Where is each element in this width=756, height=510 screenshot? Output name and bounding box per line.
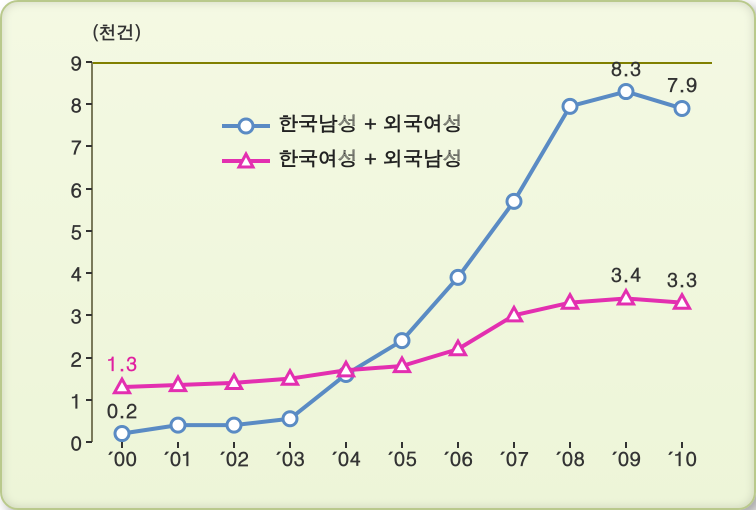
x-tick-label: ´00 <box>107 443 137 472</box>
legend-item-s2: 한국여성 + 외국남성 <box>222 143 463 172</box>
y-axis-unit-label: (천건) <box>92 20 142 45</box>
y-tick-label: 6 <box>52 174 82 203</box>
x-tick-label: ´09 <box>611 443 641 472</box>
y-tick-label: 1 <box>52 385 82 414</box>
x-tick-label: ´04 <box>331 443 361 472</box>
x-tick-label: ´06 <box>443 443 473 472</box>
legend-swatch-s2 <box>222 148 270 168</box>
x-tick-label: ´07 <box>499 443 529 472</box>
y-tick-mark <box>86 103 92 105</box>
y-tick-mark <box>86 357 92 359</box>
y-tick-label: 7 <box>52 132 82 161</box>
data-label: 8.3 <box>611 53 642 82</box>
y-tick-mark <box>86 272 92 274</box>
legend-label-s1: 한국남성 + 외국여성 <box>278 108 463 137</box>
y-tick-label: 3 <box>52 301 82 330</box>
y-tick-label: 4 <box>52 259 82 288</box>
y-tick-mark <box>86 441 92 443</box>
data-label: 0.2 <box>107 395 138 424</box>
y-tick-label: 9 <box>52 48 82 77</box>
x-tick-label: ´03 <box>275 443 305 472</box>
legend: 한국남성 + 외국여성 한국여성 + 외국남성 <box>202 92 483 188</box>
data-label: 1.3 <box>107 348 138 377</box>
y-tick-mark <box>86 61 92 63</box>
data-label: 3.4 <box>611 259 642 288</box>
data-label: 3.3 <box>667 264 698 293</box>
y-tick-mark <box>86 145 92 147</box>
x-tick-label: ´02 <box>219 443 249 472</box>
x-tick-label: ´01 <box>163 443 193 472</box>
y-tick-mark <box>86 399 92 401</box>
y-tick-mark <box>86 188 92 190</box>
x-tick-label: ´08 <box>555 443 585 472</box>
x-tick-label: ´05 <box>387 443 417 472</box>
y-tick-mark <box>86 314 92 316</box>
y-tick-label: 2 <box>52 343 82 372</box>
x-tick-label: ´10 <box>667 443 697 472</box>
y-tick-label: 8 <box>52 90 82 119</box>
y-tick-label: 0 <box>52 428 82 457</box>
y-tick-label: 5 <box>52 216 82 245</box>
chart-frame: (천건) 0 1 2 3 4 5 6 7 8 9 ´00 ´01 ´02 ´03 ´04 ´05 ´06 ´07 ´… <box>0 0 756 510</box>
y-tick-mark <box>86 230 92 232</box>
legend-label-s2: 한국여성 + 외국남성 <box>278 143 463 172</box>
legend-item-s1: 한국남성 + 외국여성 <box>222 108 463 137</box>
data-label: 7.9 <box>667 69 698 98</box>
legend-swatch-s1 <box>222 113 270 133</box>
